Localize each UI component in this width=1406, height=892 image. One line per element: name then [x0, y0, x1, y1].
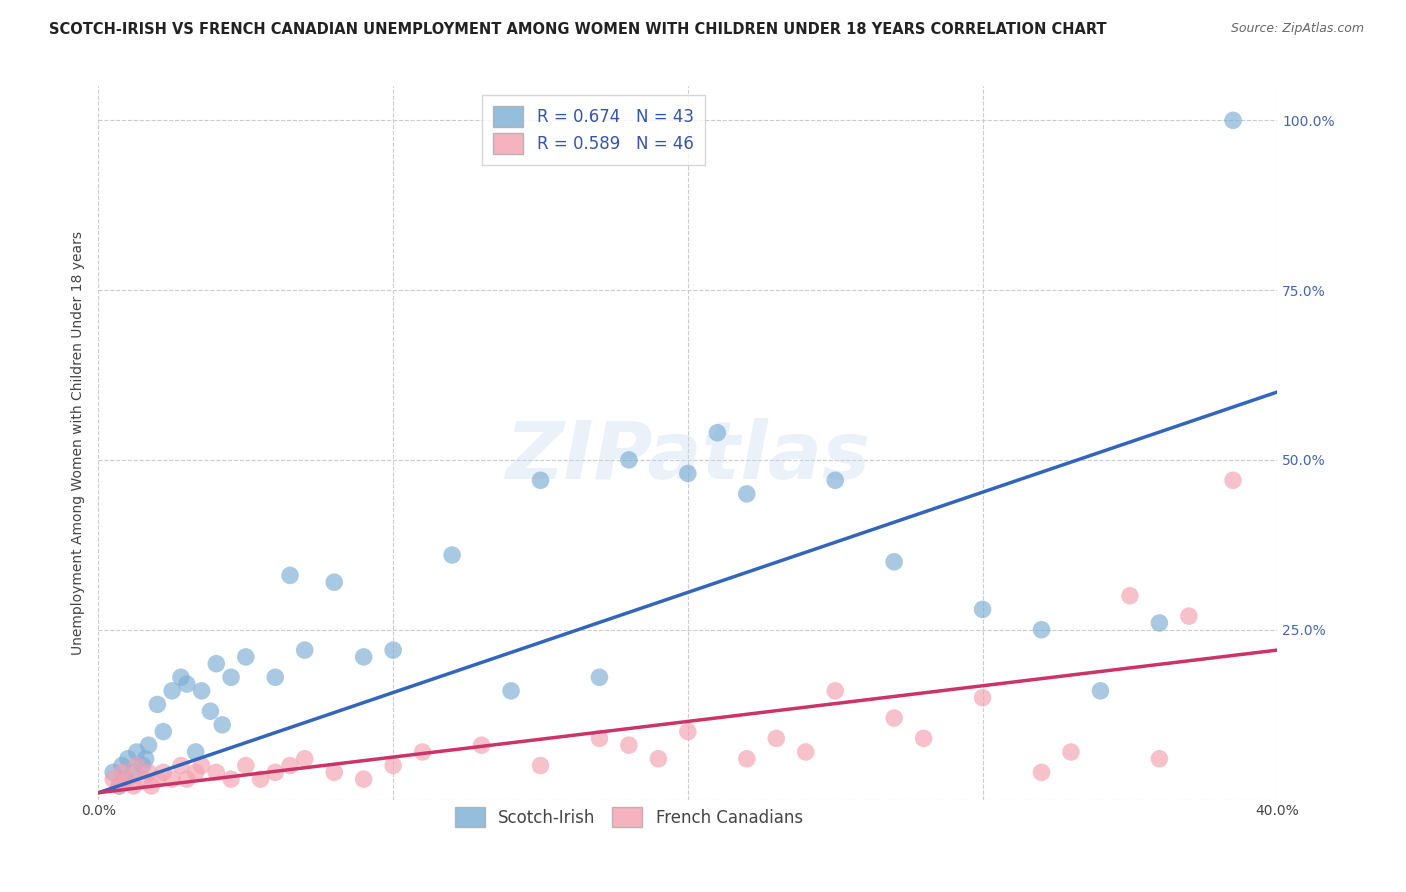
- Point: [294, 752, 316, 766]
- Point: [190, 758, 212, 772]
- Text: ZIPatlas: ZIPatlas: [505, 418, 870, 496]
- Point: [735, 487, 758, 501]
- Point: [382, 643, 405, 657]
- Point: [294, 643, 316, 657]
- Point: [138, 765, 160, 780]
- Point: [249, 772, 271, 786]
- Point: [160, 772, 183, 786]
- Point: [1031, 623, 1053, 637]
- Point: [765, 731, 787, 746]
- Point: [235, 649, 257, 664]
- Point: [676, 724, 699, 739]
- Point: [219, 772, 242, 786]
- Point: [278, 568, 301, 582]
- Text: SCOTCH-IRISH VS FRENCH CANADIAN UNEMPLOYMENT AMONG WOMEN WITH CHILDREN UNDER 18 : SCOTCH-IRISH VS FRENCH CANADIAN UNEMPLOY…: [49, 22, 1107, 37]
- Point: [146, 698, 169, 712]
- Point: [353, 772, 375, 786]
- Point: [219, 670, 242, 684]
- Point: [529, 758, 551, 772]
- Point: [278, 758, 301, 772]
- Point: [1119, 589, 1142, 603]
- Point: [184, 765, 207, 780]
- Point: [111, 758, 134, 772]
- Point: [1149, 615, 1171, 630]
- Point: [108, 779, 131, 793]
- Point: [972, 690, 994, 705]
- Point: [122, 765, 145, 780]
- Point: [323, 575, 346, 590]
- Point: [170, 758, 193, 772]
- Point: [101, 765, 124, 780]
- Point: [706, 425, 728, 440]
- Point: [117, 752, 139, 766]
- Point: [101, 772, 124, 786]
- Point: [471, 738, 494, 752]
- Point: [617, 453, 640, 467]
- Point: [824, 683, 846, 698]
- Point: [353, 649, 375, 664]
- Point: [441, 548, 464, 562]
- Point: [135, 752, 157, 766]
- Point: [499, 683, 522, 698]
- Point: [264, 670, 287, 684]
- Point: [735, 752, 758, 766]
- Point: [160, 683, 183, 698]
- Point: [152, 724, 174, 739]
- Point: [824, 473, 846, 487]
- Point: [146, 772, 169, 786]
- Point: [323, 765, 346, 780]
- Point: [205, 765, 228, 780]
- Point: [117, 772, 139, 786]
- Point: [794, 745, 817, 759]
- Text: Source: ZipAtlas.com: Source: ZipAtlas.com: [1230, 22, 1364, 36]
- Point: [617, 738, 640, 752]
- Point: [111, 765, 134, 780]
- Point: [138, 738, 160, 752]
- Point: [676, 467, 699, 481]
- Point: [125, 758, 148, 772]
- Point: [152, 765, 174, 780]
- Y-axis label: Unemployment Among Women with Children Under 18 years: Unemployment Among Women with Children U…: [72, 231, 86, 655]
- Point: [122, 779, 145, 793]
- Point: [912, 731, 935, 746]
- Point: [141, 779, 163, 793]
- Point: [1178, 609, 1201, 624]
- Point: [184, 745, 207, 759]
- Point: [412, 745, 434, 759]
- Point: [176, 772, 198, 786]
- Point: [235, 758, 257, 772]
- Point: [131, 772, 153, 786]
- Point: [382, 758, 405, 772]
- Point: [190, 683, 212, 698]
- Point: [883, 555, 905, 569]
- Point: [114, 772, 136, 786]
- Point: [529, 473, 551, 487]
- Point: [972, 602, 994, 616]
- Point: [131, 758, 153, 772]
- Point: [588, 670, 610, 684]
- Point: [200, 704, 222, 718]
- Point: [108, 779, 131, 793]
- Point: [1090, 683, 1112, 698]
- Point: [125, 745, 148, 759]
- Point: [211, 718, 233, 732]
- Point: [264, 765, 287, 780]
- Point: [647, 752, 669, 766]
- Point: [1060, 745, 1083, 759]
- Point: [1031, 765, 1053, 780]
- Point: [588, 731, 610, 746]
- Point: [170, 670, 193, 684]
- Legend: Scotch-Irish, French Canadians: Scotch-Irish, French Canadians: [449, 800, 810, 834]
- Point: [1149, 752, 1171, 766]
- Point: [1222, 113, 1244, 128]
- Point: [1222, 473, 1244, 487]
- Point: [883, 711, 905, 725]
- Point: [176, 677, 198, 691]
- Point: [205, 657, 228, 671]
